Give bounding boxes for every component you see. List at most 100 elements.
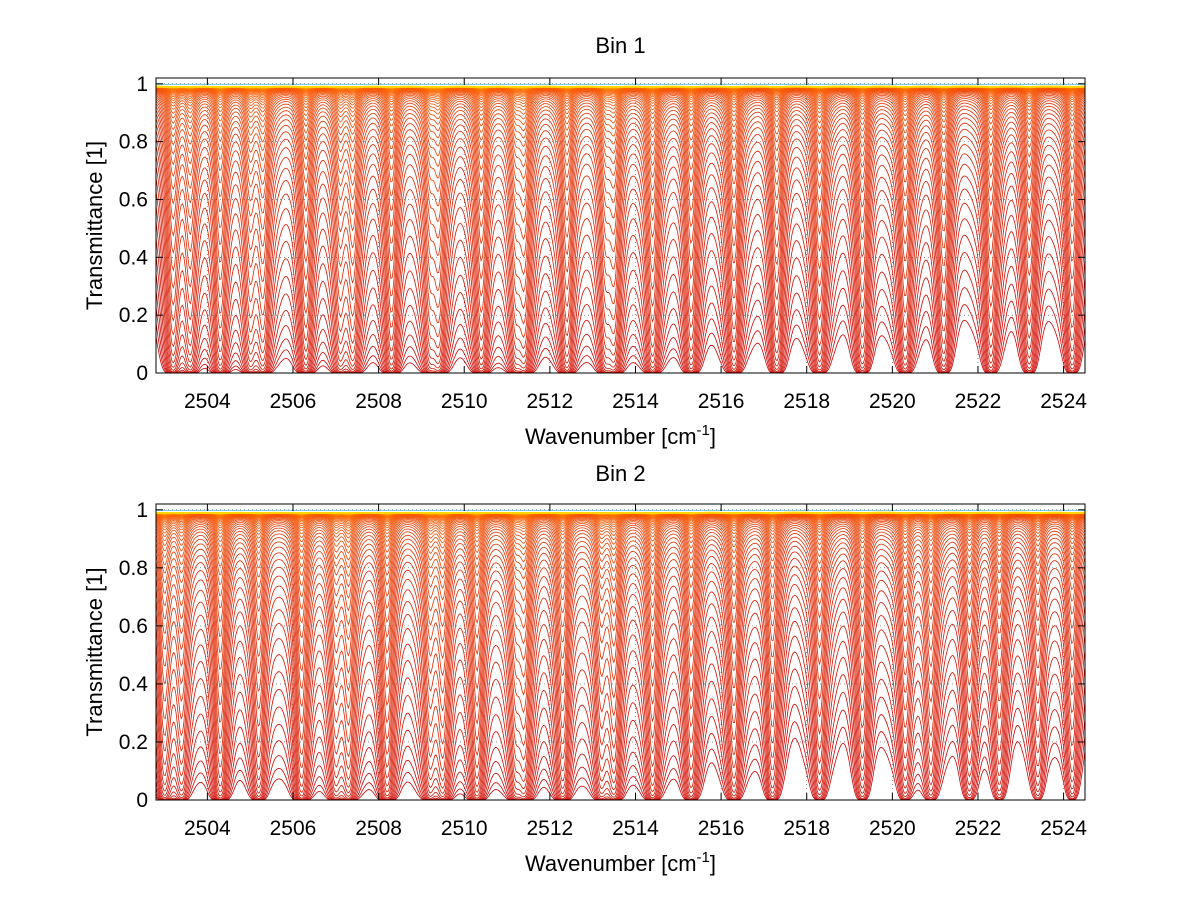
y-tick-label: 0	[136, 789, 148, 812]
x-axis-label-suffix: ]	[710, 851, 716, 876]
x-tick-label: 2512	[527, 390, 574, 413]
series-line	[155, 163, 1086, 365]
series-line	[155, 91, 1086, 139]
series-line	[155, 515, 1086, 544]
series-line	[155, 88, 1086, 115]
y-axis-label: Transmittance [1]	[82, 141, 107, 310]
series-line	[155, 620, 1086, 800]
x-axis-label: Wavenumber [cm-1]	[525, 422, 716, 449]
chart-title: Bin 1	[595, 33, 645, 58]
y-tick-label: 0.2	[119, 304, 148, 327]
series-line	[155, 668, 1086, 801]
x-axis-label-superscript: -1	[697, 422, 710, 439]
series-line	[155, 518, 1086, 580]
series-line	[155, 94, 1086, 168]
series-line	[155, 523, 1086, 615]
x-tick-label: 2516	[698, 817, 745, 840]
x-tick-label: 2518	[783, 390, 830, 413]
series-line	[155, 514, 1086, 536]
chart-panel-bin-1: 00.20.40.60.81 2504 2506 2508 2510 2512 2514 2…	[82, 33, 1087, 449]
series-line	[155, 513, 1086, 527]
x-tick-label: 2510	[441, 817, 488, 840]
axes-frame	[155, 77, 1086, 374]
series-line	[155, 517, 1086, 571]
series-line	[155, 513, 1086, 524]
series-line	[155, 527, 1086, 645]
y-tick-label: 0	[136, 362, 148, 385]
series-line	[155, 607, 1086, 798]
series-line	[155, 269, 1086, 374]
series-line	[155, 513, 1086, 525]
x-axis-label-superscript: -1	[697, 849, 710, 866]
series-line	[155, 218, 1086, 374]
series-line	[155, 234, 1086, 374]
x-tick-label: 2518	[783, 817, 830, 840]
x-tick-label: 2516	[698, 390, 745, 413]
series-line	[155, 105, 1086, 241]
series-line	[155, 635, 1086, 800]
series-line	[155, 513, 1086, 530]
y-tick-label: 0.8	[119, 131, 148, 154]
y-tick-label: 0.4	[119, 246, 149, 269]
x-axis-label-suffix: ]	[710, 424, 716, 449]
series-line	[155, 514, 1086, 540]
x-tick-label: 2522	[955, 817, 1002, 840]
series-line	[155, 135, 1086, 339]
y-tick-label: 0.2	[119, 731, 148, 754]
series-line	[155, 153, 1086, 359]
series-line	[155, 514, 1086, 533]
x-axis-label-text: Wavenumber [cm	[525, 424, 697, 449]
series-line	[155, 574, 1086, 783]
series-line	[155, 89, 1086, 120]
series-line	[155, 540, 1086, 714]
series-line	[155, 128, 1086, 325]
series-line	[155, 188, 1086, 372]
y-tick-label: 0.4	[119, 673, 149, 696]
series-line	[155, 545, 1086, 731]
series-line	[155, 108, 1086, 258]
y-tick-label: 0.6	[119, 615, 148, 638]
series-line	[155, 102, 1086, 224]
series-line	[155, 583, 1086, 790]
y-axis-ticks: 0 0.2 0.4 0.6 0.8 1	[119, 499, 1085, 812]
series-line	[155, 98, 1086, 194]
x-tick-label: 2520	[869, 390, 916, 413]
x-tick-label: 2522	[955, 390, 1002, 413]
series-line	[155, 651, 1086, 801]
y-tick-label: 0.8	[119, 557, 148, 580]
series-line	[155, 88, 1086, 111]
x-tick-label: 2508	[355, 817, 402, 840]
transmittance-series	[155, 509, 1086, 801]
y-axis-label: Transmittance [1]	[82, 567, 107, 736]
series-line	[155, 251, 1086, 374]
series-line	[155, 202, 1086, 373]
transmittance-series	[155, 83, 1086, 374]
series-line	[155, 520, 1086, 590]
series-line	[155, 515, 1086, 550]
y-tick-label: 1	[136, 73, 148, 96]
x-tick-label: 2514	[612, 390, 659, 413]
x-tick-label: 2504	[184, 817, 231, 840]
series-line	[155, 122, 1086, 310]
series-line	[155, 529, 1086, 661]
series-line	[155, 175, 1086, 369]
y-tick-label: 1	[136, 499, 148, 522]
series-line	[155, 532, 1086, 679]
series-line	[155, 524, 1086, 629]
series-line	[155, 96, 1086, 180]
series-line	[155, 686, 1086, 801]
y-tick-label: 0.6	[119, 188, 148, 211]
series-line	[155, 144, 1086, 350]
x-tick-label: 2506	[270, 817, 317, 840]
x-axis-ticks: 2504 2506 2508 2510 2512 2514 2516 2518 2520 2522…	[184, 78, 1087, 413]
x-tick-label: 2520	[869, 817, 916, 840]
chart-panel-bin-2: 00.20.40.60.81 2504 2506 2508 2510 2512 2514 2…	[82, 461, 1087, 876]
x-tick-label: 2524	[1040, 390, 1087, 413]
x-axis-label: Wavenumber [cm-1]	[525, 849, 716, 876]
series-line	[155, 100, 1086, 208]
x-tick-label: 2506	[270, 390, 317, 413]
x-tick-label: 2524	[1040, 817, 1087, 840]
y-axis-ticks: 0 0.2 0.4 0.6 0.8 1	[119, 73, 1085, 385]
series-line	[155, 112, 1086, 276]
